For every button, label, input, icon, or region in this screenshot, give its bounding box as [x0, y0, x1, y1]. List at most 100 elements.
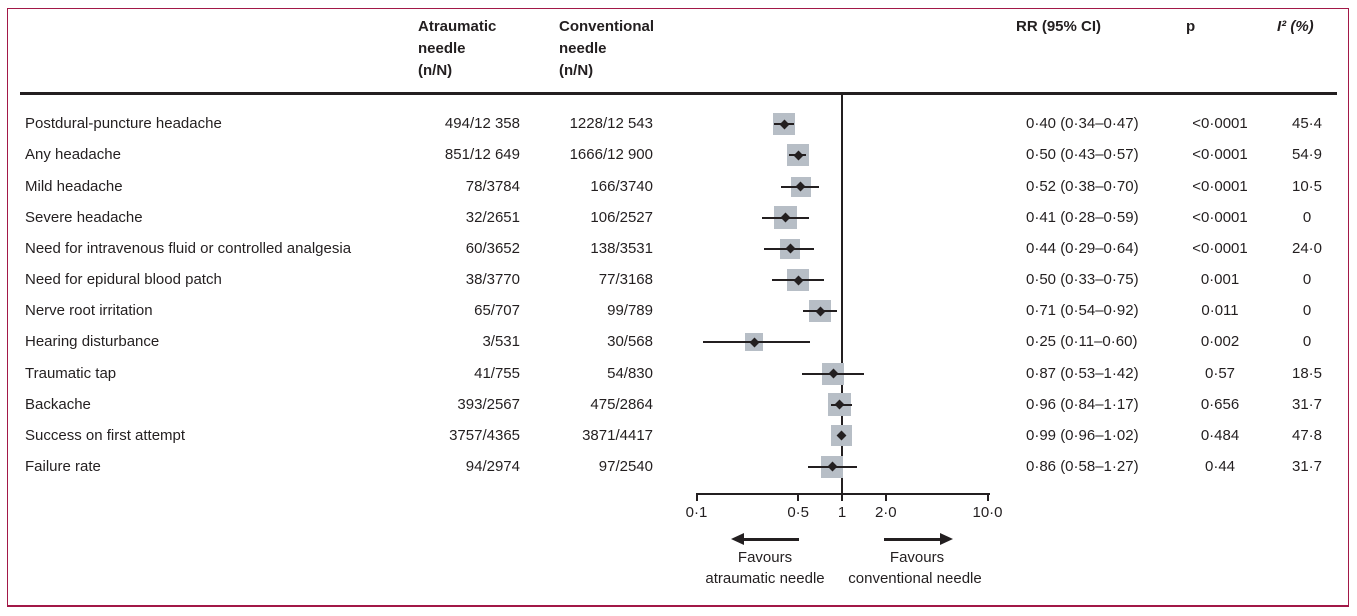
axis-tick	[695, 493, 698, 502]
p-value: <0·0001	[1192, 115, 1248, 133]
rr-ci-value: 0·52 (0·38–0·70)	[1026, 177, 1139, 195]
rr-ci-value: 0·25 (0·11–0·60)	[1026, 333, 1138, 351]
column-header-rr-ci: RR (95% CI)	[1016, 18, 1102, 35]
conventional-count: 138/3531	[590, 239, 653, 257]
p-value: 0·001	[1200, 271, 1240, 289]
atraumatic-count: 94/2974	[465, 457, 520, 475]
row-label: Nerve root irritation	[25, 302, 153, 320]
row-label: Severe headache	[25, 208, 143, 226]
conventional-count: 97/2540	[598, 457, 653, 475]
axis-tick	[986, 493, 989, 502]
rr-ci-value: 0·44 (0·29–0·64)	[1026, 239, 1139, 257]
conventional-count: 54/830	[607, 364, 653, 382]
conventional-count: 99/789	[607, 302, 653, 320]
rr-ci-value: 0·50 (0·43–0·57)	[1026, 146, 1139, 164]
axis-tick-label: 10·0	[972, 504, 1003, 522]
p-value: <0·0001	[1192, 146, 1248, 164]
favours-left-sublabel: atraumatic needle	[705, 570, 825, 587]
favours-right-arrow-icon	[940, 532, 953, 545]
i-squared-value: 0	[1302, 333, 1312, 351]
conventional-count: 30/568	[607, 333, 653, 351]
i-squared-value: 31·7	[1291, 395, 1323, 413]
conventional-count: 77/3168	[598, 271, 653, 289]
rr-ci-value: 0·86 (0·58–1·27)	[1026, 457, 1139, 475]
rr-ci-value: 0·41 (0·28–0·59)	[1026, 208, 1139, 226]
i-squared-value: 10·5	[1291, 177, 1323, 195]
row-label: Traumatic tap	[25, 364, 117, 382]
conventional-count: 1666/12 900	[569, 146, 653, 164]
atraumatic-count: 60/3652	[465, 239, 520, 257]
i-squared-value: 47·8	[1291, 426, 1323, 444]
atraumatic-count: 78/3784	[465, 177, 520, 195]
column-header-conventional-needle: Conventional needle (n/N)	[559, 18, 655, 79]
p-value: <0·0001	[1192, 239, 1248, 257]
i-squared-value: 24·0	[1291, 239, 1323, 257]
axis-tick	[884, 493, 887, 502]
no-effect-line	[841, 95, 843, 494]
p-value: 0·484	[1200, 426, 1240, 444]
p-value: 0·57	[1204, 364, 1236, 382]
rr-ci-value: 0·96 (0·84–1·17)	[1026, 395, 1139, 413]
favours-right-label: Favours	[889, 549, 945, 566]
x-axis	[696, 493, 990, 496]
header-rule	[20, 92, 1337, 95]
row-label: Need for intravenous fluid or controlled…	[25, 239, 352, 257]
favours-left-label: Favours	[737, 549, 793, 566]
row-label: Success on first attempt	[25, 426, 186, 444]
axis-tick-label: 2·0	[874, 504, 897, 522]
row-label: Backache	[25, 395, 91, 413]
p-value: 0·002	[1200, 333, 1240, 351]
rr-ci-value: 0·40 (0·34–0·47)	[1026, 115, 1139, 133]
i-squared-value: 0	[1302, 271, 1312, 289]
favours-left-arrow	[742, 538, 799, 541]
favours-right-sublabel: conventional needle	[848, 570, 982, 587]
atraumatic-count: 65/707	[474, 302, 520, 320]
p-value: 0·011	[1201, 302, 1239, 320]
conventional-count: 3871/4417	[582, 426, 653, 444]
i-squared-value: 31·7	[1291, 457, 1323, 475]
atraumatic-count: 393/2567	[457, 395, 520, 413]
row-label: Mild headache	[25, 177, 123, 195]
atraumatic-count: 494/12 358	[444, 115, 520, 133]
p-value: 0·656	[1200, 395, 1240, 413]
favours-left-arrow-icon	[731, 532, 744, 545]
column-header-atraumatic-needle: Atraumatic needle (n/N)	[418, 18, 497, 79]
conventional-count: 166/3740	[590, 177, 653, 195]
i-squared-value: 18·5	[1291, 364, 1323, 382]
p-value: <0·0001	[1192, 208, 1248, 226]
i-squared-value: 0	[1302, 208, 1312, 226]
i-squared-value: 54·9	[1291, 146, 1323, 164]
atraumatic-count: 3/531	[482, 333, 520, 351]
atraumatic-count: 32/2651	[465, 208, 520, 226]
column-header-i-squared: I² (%)	[1277, 18, 1314, 35]
row-label: Need for epidural blood patch	[25, 271, 222, 289]
rr-ci-value: 0·87 (0·53–1·42)	[1026, 364, 1139, 382]
column-header-p-value: p	[1186, 18, 1196, 35]
p-value: <0·0001	[1192, 177, 1248, 195]
atraumatic-count: 3757/4365	[449, 426, 520, 444]
row-label: Failure rate	[25, 457, 101, 475]
atraumatic-count: 38/3770	[465, 271, 520, 289]
axis-tick-label: 0·1	[685, 504, 708, 522]
axis-tick	[797, 493, 800, 502]
atraumatic-count: 41/755	[474, 364, 520, 382]
rr-ci-value: 0·99 (0·96–1·02)	[1026, 426, 1139, 444]
conventional-count: 106/2527	[590, 208, 653, 226]
rr-ci-value: 0·71 (0·54–0·92)	[1026, 302, 1139, 320]
conventional-count: 1228/12 543	[569, 115, 653, 133]
figure-border	[7, 8, 1349, 607]
axis-tick	[841, 493, 843, 502]
p-value: 0·44	[1204, 457, 1236, 475]
row-label: Postdural-puncture headache	[25, 115, 222, 133]
i-squared-value: 0	[1302, 302, 1312, 320]
row-label: Any headache	[25, 146, 121, 164]
row-label: Hearing disturbance	[25, 333, 160, 351]
conventional-count: 475/2864	[590, 395, 653, 413]
axis-tick-label: 0·5	[787, 504, 810, 522]
rr-ci-value: 0·50 (0·33–0·75)	[1026, 271, 1139, 289]
favours-right-arrow	[884, 538, 941, 541]
i-squared-value: 45·4	[1291, 115, 1323, 133]
axis-tick-label: 1	[837, 504, 847, 522]
atraumatic-count: 851/12 649	[444, 146, 520, 164]
